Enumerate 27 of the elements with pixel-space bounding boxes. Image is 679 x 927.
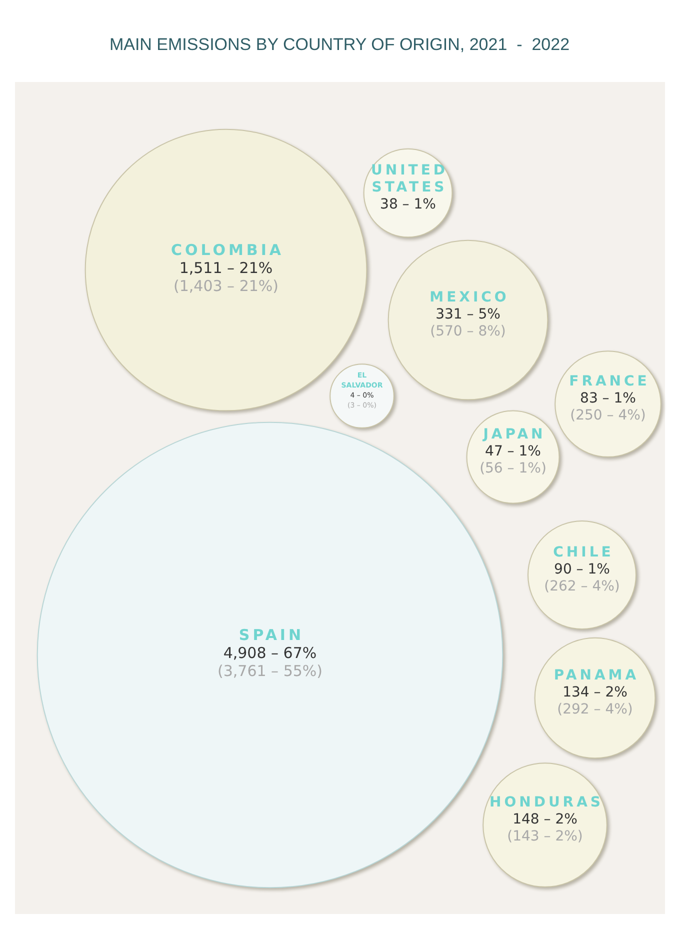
category-label: FRANCE xyxy=(569,374,650,390)
category-label: SPAIN xyxy=(238,626,304,644)
data-label: 331 – 5% xyxy=(436,306,500,323)
data-label: 134 – 2% xyxy=(562,684,628,701)
data-label: 90 – 1% xyxy=(554,562,610,578)
category-label: JAPAN xyxy=(482,426,546,443)
category-label: UNITED STATES xyxy=(370,162,448,196)
data-label: 47 – 1% xyxy=(485,444,541,460)
data-label: (1,403 – 21%) xyxy=(173,277,279,295)
data-label: (570 – 8%) xyxy=(430,324,506,340)
category-label: MEXICO xyxy=(430,290,510,306)
data-label: 148 – 2% xyxy=(512,812,578,828)
data-label: 4,908 – 67% xyxy=(223,644,317,662)
category-label: PANAMA xyxy=(554,668,640,684)
data-label: (262 – 4%) xyxy=(544,578,620,595)
category-label: HONDURAS xyxy=(489,794,604,811)
data-label: (143 – 2%) xyxy=(507,828,583,845)
data-label: (292 – 4%) xyxy=(557,702,633,718)
text: MAIN EMISSIONS BY COUNTRY OF ORIGIN, 2021 - 2022 xyxy=(109,35,570,54)
category-label: CHILE xyxy=(553,544,614,561)
data-label: (250 – 4%) xyxy=(570,408,646,424)
data-label: 83 – 1% xyxy=(580,390,636,407)
data-label: (56 – 1%) xyxy=(480,460,546,477)
data-label: 1,511 – 21% xyxy=(179,259,273,277)
data-label: (3,761 – 55%) xyxy=(217,662,323,680)
data-label: 38 – 1% xyxy=(380,196,436,213)
category-label: COLOMBIA xyxy=(170,241,284,259)
